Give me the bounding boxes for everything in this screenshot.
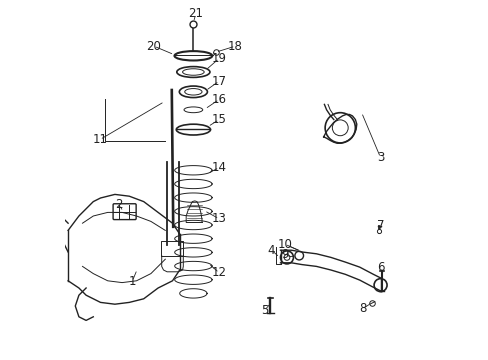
Text: 12: 12 bbox=[211, 266, 226, 279]
Text: 15: 15 bbox=[211, 113, 226, 126]
Text: 9: 9 bbox=[281, 248, 288, 261]
Text: 11: 11 bbox=[92, 133, 107, 146]
Text: 8: 8 bbox=[358, 302, 366, 315]
Text: 6: 6 bbox=[376, 261, 384, 274]
Text: 16: 16 bbox=[211, 93, 226, 106]
Text: 7: 7 bbox=[376, 219, 384, 231]
Text: 10: 10 bbox=[277, 238, 292, 251]
Text: 17: 17 bbox=[211, 75, 226, 87]
Text: 19: 19 bbox=[211, 52, 226, 65]
Text: 5: 5 bbox=[261, 304, 268, 317]
Text: 3: 3 bbox=[376, 151, 384, 164]
Text: 18: 18 bbox=[227, 40, 243, 53]
Text: 1: 1 bbox=[128, 275, 136, 288]
Text: 21: 21 bbox=[188, 7, 203, 20]
Text: 20: 20 bbox=[146, 40, 161, 53]
Text: 2: 2 bbox=[115, 198, 122, 211]
Text: 14: 14 bbox=[211, 161, 226, 174]
Text: 4: 4 bbox=[267, 244, 275, 257]
Text: 13: 13 bbox=[211, 212, 226, 225]
